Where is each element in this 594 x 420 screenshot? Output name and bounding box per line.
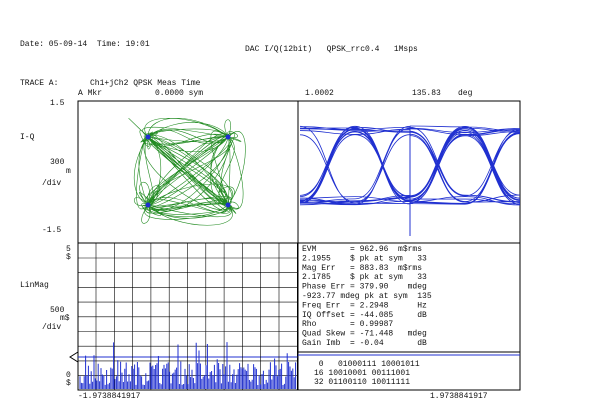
scale-top: 1.5 [50,99,65,108]
traces [78,117,521,390]
marker-magnitude: 1.0002 [305,89,334,98]
scale-unit: m [66,167,71,176]
eye-trace [299,125,521,206]
scale-per-div: 500 [50,306,65,315]
error-trace [79,342,297,389]
scale-top: 5 [66,245,71,254]
marker-label: A Mkr [78,89,102,98]
datetime: Date: 05-09-14 Time: 19:01 [20,40,150,49]
scale-div: /div [42,179,61,188]
scale-name: I-Q [20,133,35,142]
scale-top-unit: $ [66,253,71,262]
measurement: 2.1955 $ pk at sym 33 [302,254,427,263]
scale-unit: m$ [60,314,70,323]
measurement: IQ Offset = -44.085 dB [302,311,427,320]
setup: DAC I/Q(12bit) QPSK_rrc0.4 1Msps [245,45,418,54]
marker-phase: 135.83 [412,89,441,98]
ref-marker [69,351,79,363]
measurement: Mag Err = 883.83 m$rms [302,264,422,273]
scale-per-div: 300 [50,158,65,167]
marker-phase-unit: deg [458,89,473,98]
trace-label: TRACE A: [20,79,58,88]
scale-div: /div [42,323,61,332]
symbol-row: 16 10010001 00111001 [314,369,410,378]
symbol-point [225,202,231,208]
symbol-row: 32 01100110 10011111 [314,378,410,387]
scale-bottom: -1.5 [42,226,61,235]
symbol-point [145,202,151,208]
symbol-row: 0 01000111 10001011 [314,360,420,369]
scale-bottom-unit: $ [66,379,71,388]
scale-bottom: 0 [66,371,71,380]
x-start: -1.9738841917 [78,392,141,401]
measurement: EVM = 962.96 m$rms [302,245,422,254]
measurement: Gain Imb = -0.04 dB [302,339,427,348]
marker-position: 0.0000 sym [155,89,203,98]
measurement: Freq Err = 2.2948 Hz [302,301,427,310]
scale-name: LinMag [20,281,49,290]
measurement: Rho = 0.99987 [302,320,393,329]
symbol-point [145,134,151,140]
measurement: 2.1785 $ pk at sym 33 [302,273,427,282]
measurement: Phase Err = 379.90 mdeg [302,283,427,292]
trace-name: Ch1+jCh2 QPSK Meas Time [90,79,201,88]
constellation-trace [128,117,246,226]
symbol-point [225,134,231,140]
x-end: 1.9738841917 [430,392,488,401]
eye-frame [297,100,521,244]
measurement: -923.77 mdeg pk at sym 135 [302,292,432,301]
measurement: Quad Skew = -71.448 mdeg [302,330,427,339]
